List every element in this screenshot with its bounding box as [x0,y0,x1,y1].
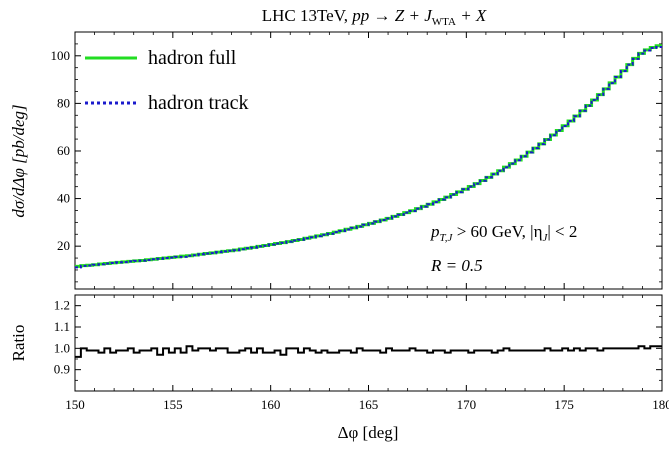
x-tick-label: 165 [359,397,379,412]
annot-p: p [430,222,440,241]
x-tick-label: 180 [652,397,669,412]
annotation-radius: R = 0.5 [430,256,483,275]
ratio-y-tick-label: 1.2 [54,298,70,313]
ratio-y-tick-label: 0.9 [54,362,70,377]
main-y-tick-label: 40 [57,191,70,206]
main-ticks: 20 40 60 80 100 [51,32,663,289]
annot-sub-tj: T,J [440,232,454,244]
legend-label-hadron-full: hadron full [148,47,237,69]
ratio-series [75,345,662,358]
x-tick-label: 160 [261,397,281,412]
annot-cut1: > 60 GeV, |η [452,222,542,241]
ratio-y-tick-label: 1.1 [54,319,70,334]
series-line-hadron-track [75,45,662,269]
x-tick-label: 175 [554,397,574,412]
x-axis-label: Δφ [deg] [338,423,399,442]
main-y-tick-label: 20 [57,238,70,253]
annotation-cuts: pT,J > 60 GeV, |ηJ| < 2 [430,222,577,244]
main-plot-frame [74,31,663,290]
title-subscript: WTA [432,16,456,28]
x-tick-label: 150 [65,397,85,412]
title-prefix: LHC 13TeV, [262,6,353,25]
legend: hadron full hadron track [85,47,249,114]
chart-title: LHC 13TeV, pp → Z + JWTA + X [262,6,487,28]
main-y-tick-label: 80 [57,95,70,110]
main-y-axis-label: dσ/dΔφ [pb/deg] [9,104,28,217]
main-y-tick-label: 60 [57,143,70,158]
title-process: pp → Z + J [351,6,433,25]
ratio-y-tick-label: 1.0 [54,340,70,355]
annot-sub-j: J [542,232,548,244]
x-tick-label: 155 [163,397,183,412]
annot-cut2: | < 2 [547,222,577,241]
main-series [75,44,662,269]
ratio-series-line [75,345,662,358]
ratio-ticks: 150 155 160 165 170 175 180 0.9 1.0 1.1 1.2 [54,295,669,412]
title-suffix: + X [456,6,487,25]
legend-label-hadron-track: hadron track [148,92,249,114]
ratio-plot-frame [74,294,663,392]
ratio-y-axis-label: Ratio [9,325,28,362]
x-tick-label: 170 [457,397,477,412]
main-y-tick-label: 100 [51,48,71,63]
